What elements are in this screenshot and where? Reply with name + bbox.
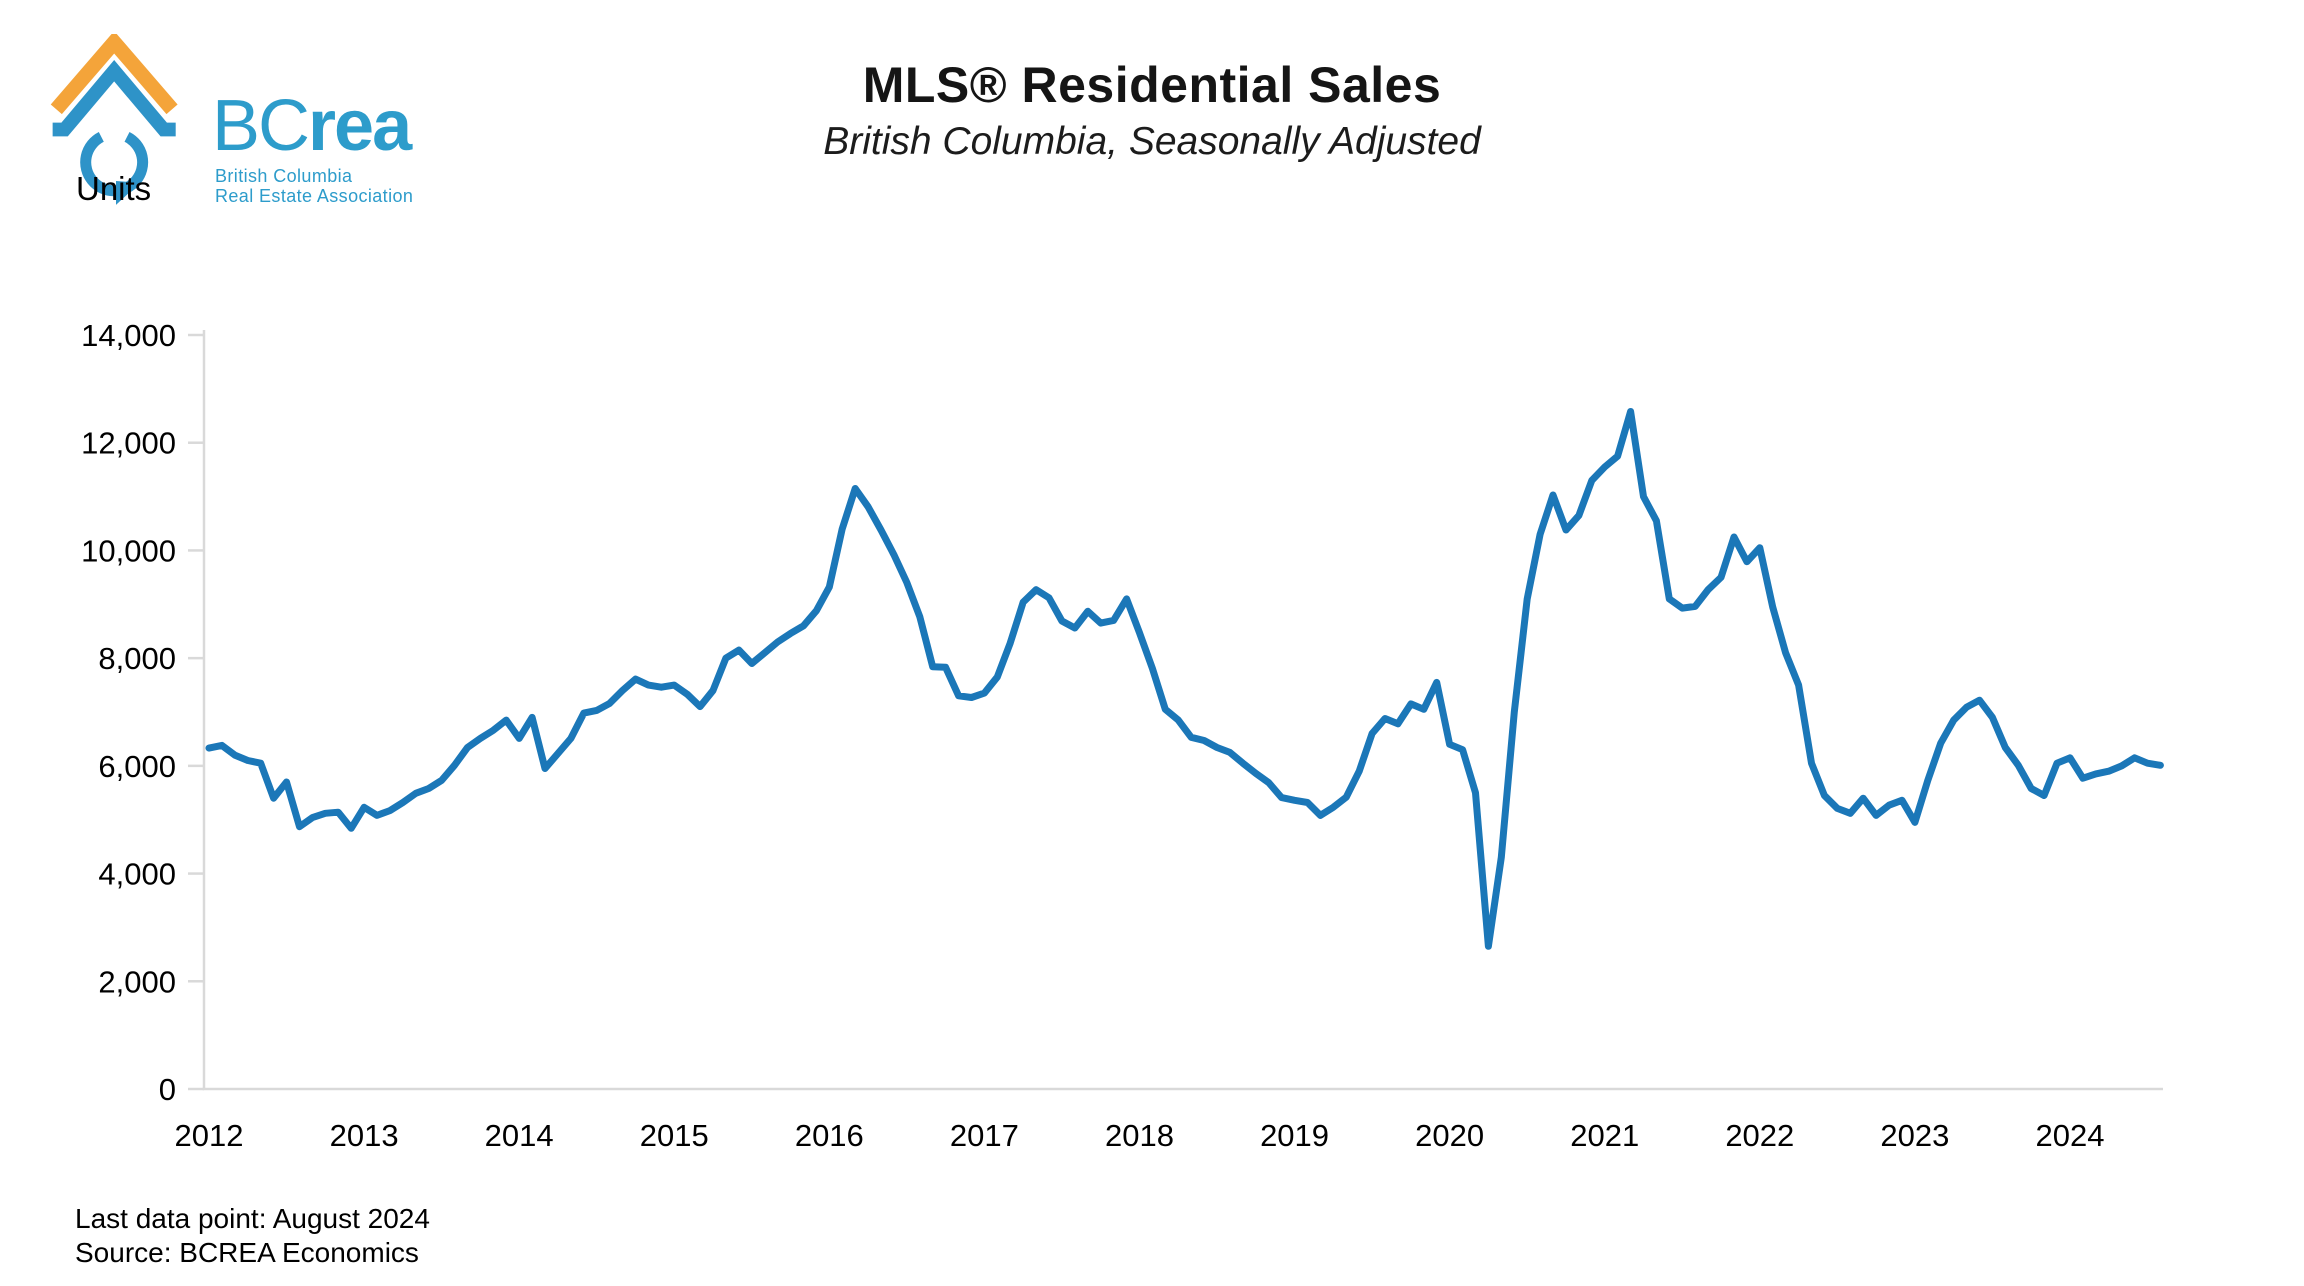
y-tick-label: 2,000 bbox=[98, 964, 176, 999]
y-axis-units-label: Units bbox=[76, 170, 152, 207]
y-tick-label: 10,000 bbox=[81, 533, 176, 568]
x-tick-label: 2020 bbox=[1415, 1118, 1484, 1153]
x-tick-label: 2014 bbox=[485, 1118, 554, 1153]
logo-subline-2: Real Estate Association bbox=[215, 186, 414, 206]
last-data-point-note: Last data point: August 2024 bbox=[75, 1203, 430, 1234]
bcrea-logo: BCrea British Columbia Real Estate Assoc… bbox=[40, 30, 460, 220]
bcrea-wordmark: BCrea bbox=[212, 90, 412, 162]
x-tick-label: 2021 bbox=[1570, 1118, 1639, 1153]
x-tick-label: 2018 bbox=[1105, 1118, 1174, 1153]
x-tick-label: 2017 bbox=[950, 1118, 1019, 1153]
chart-title: MLS® Residential Sales bbox=[862, 57, 1442, 113]
wordmark-rea: rea bbox=[308, 86, 412, 166]
wordmark-bc: BC bbox=[212, 86, 310, 166]
bcrea-logo-subtext: British Columbia Real Estate Association bbox=[215, 166, 413, 206]
source-note: Source: BCREA Economics bbox=[75, 1237, 419, 1268]
x-tick-label: 2015 bbox=[640, 1118, 709, 1153]
x-tick-label: 2016 bbox=[795, 1118, 864, 1153]
sales-line bbox=[205, 408, 2164, 950]
x-tick-label: 2019 bbox=[1260, 1118, 1329, 1153]
y-tick-label: 4,000 bbox=[98, 857, 176, 892]
y-tick-label: 14,000 bbox=[81, 318, 176, 353]
x-tick-label: 2012 bbox=[175, 1118, 244, 1153]
y-tick-label: 0 bbox=[159, 1072, 176, 1107]
axes bbox=[202, 330, 2163, 1091]
y-tick-label: 6,000 bbox=[98, 749, 176, 784]
logo-subline-1: British Columbia bbox=[215, 166, 353, 186]
x-tick-label: 2023 bbox=[1880, 1118, 1949, 1153]
x-tick-label: 2024 bbox=[2035, 1118, 2104, 1153]
y-tick-label: 8,000 bbox=[98, 641, 176, 676]
x-tick-label: 2022 bbox=[1725, 1118, 1794, 1153]
chart-subtitle: British Columbia, Seasonally Adjusted bbox=[823, 120, 1481, 163]
bcrea-house-icon bbox=[50, 34, 178, 205]
x-tick-label: 2013 bbox=[330, 1118, 399, 1153]
y-tick-label: 12,000 bbox=[81, 426, 176, 461]
chart-footer: Last data point: August 2024 Source: BCR… bbox=[75, 1202, 430, 1270]
